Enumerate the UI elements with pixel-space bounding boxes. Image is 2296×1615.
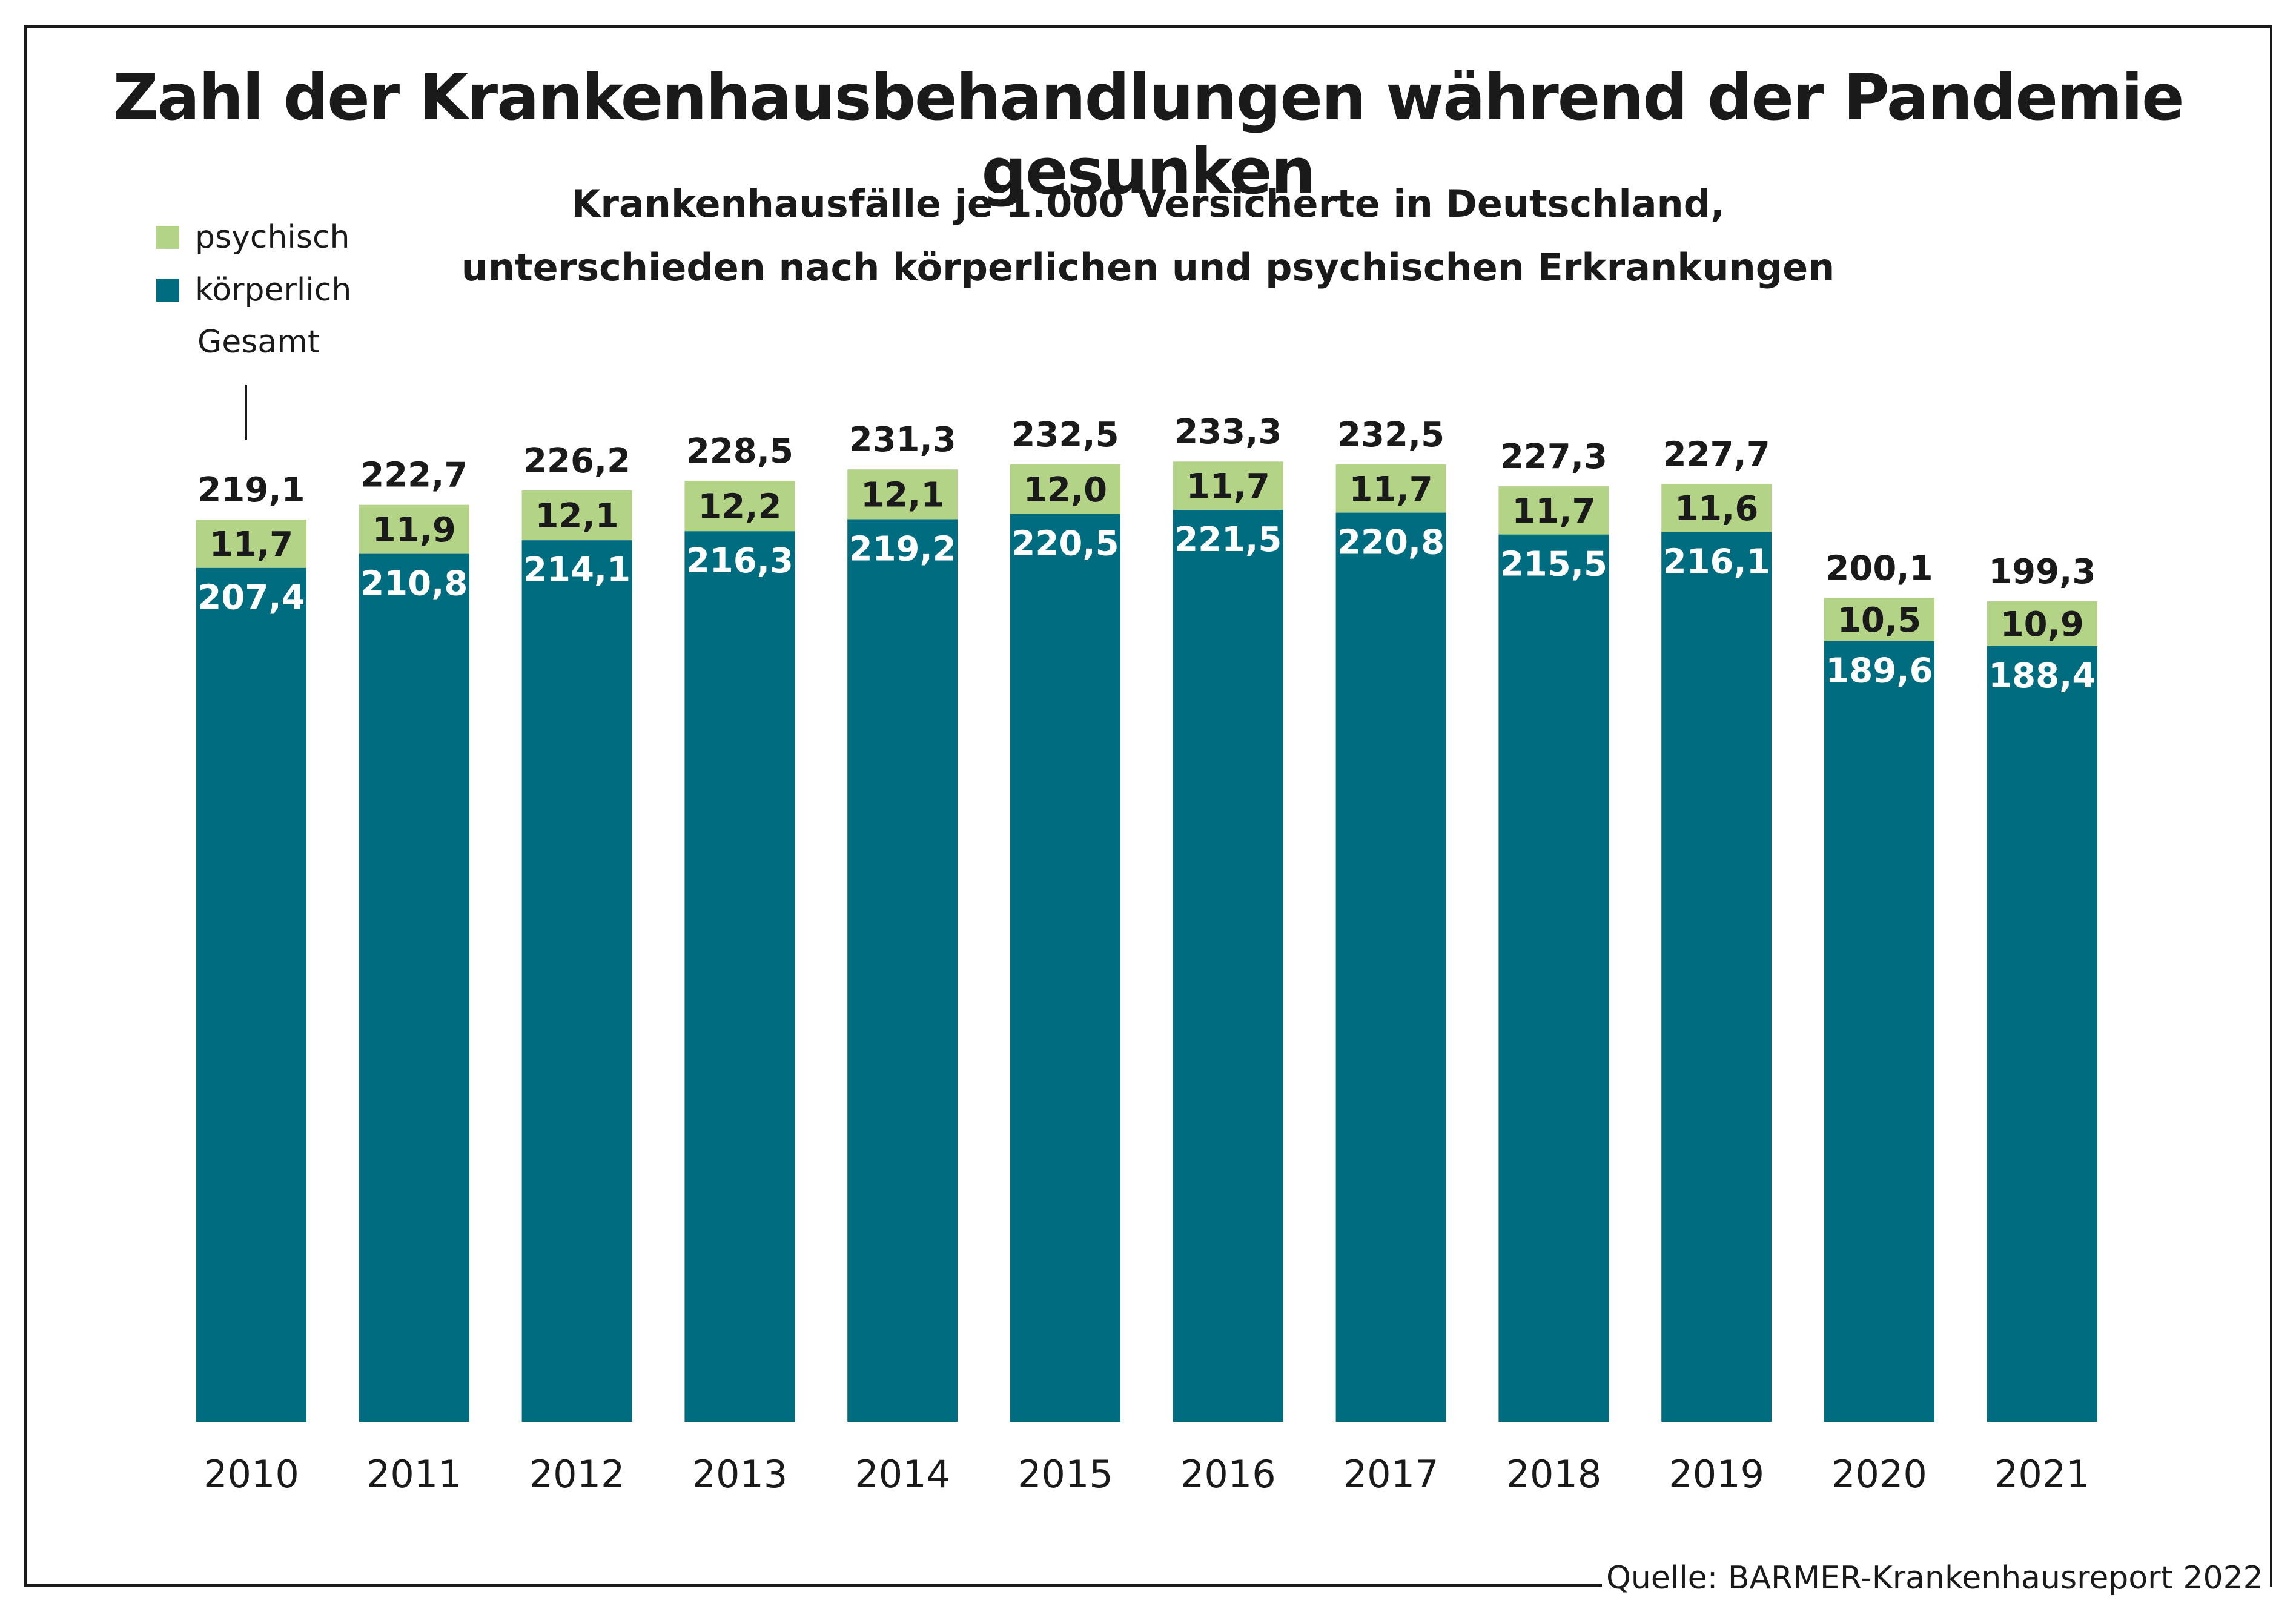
x-tick-2013: 2013 — [692, 1452, 788, 1496]
bar-koerperlich-2015 — [1010, 514, 1120, 1422]
label-koerperlich-2021: 188,4 — [1988, 656, 2096, 696]
label-psychisch-2013: 12,2 — [698, 487, 781, 527]
bar-psychisch-2014 — [847, 469, 958, 520]
label-psychisch-2012: 12,1 — [535, 497, 619, 536]
label-psychisch-2018: 11,7 — [1512, 492, 1595, 531]
x-tick-2020: 2020 — [1831, 1452, 1927, 1496]
label-total-2012: 226,2 — [523, 441, 630, 481]
chart-frame — [24, 25, 2272, 1587]
label-koerperlich-2017: 220,8 — [1337, 523, 1444, 563]
x-tick-2010: 2010 — [203, 1452, 299, 1496]
label-koerperlich-2010: 207,4 — [197, 578, 305, 618]
legend-label-gesamt: Gesamt — [197, 324, 320, 360]
label-koerperlich-2013: 216,3 — [686, 541, 793, 581]
frame-bottom-rule — [24, 1584, 1602, 1587]
label-psychisch-2020: 10,5 — [1838, 601, 1921, 640]
label-total-2021: 199,3 — [1988, 552, 2096, 592]
label-total-2011: 222,7 — [360, 456, 468, 495]
legend-item-psychisch: psychisch — [156, 219, 350, 256]
bar-psychisch-2021 — [1987, 601, 2097, 646]
bar-koerperlich-2017 — [1335, 512, 1446, 1422]
x-tick-2014: 2014 — [855, 1452, 950, 1496]
label-psychisch-2021: 10,9 — [2000, 605, 2084, 644]
bar-psychisch-2020 — [1824, 598, 1934, 641]
bar-koerperlich-2016 — [1173, 509, 1283, 1422]
bar-koerperlich-2011 — [359, 553, 469, 1422]
label-koerperlich-2016: 221,5 — [1174, 520, 1282, 560]
x-tick-2015: 2015 — [1017, 1452, 1113, 1496]
label-koerperlich-2012: 214,1 — [523, 550, 630, 590]
chart-subtitle-line1: Krankenhausfälle je 1.000 Versicherte in… — [571, 182, 1725, 226]
legend-item-koerperlich: körperlich — [156, 272, 351, 308]
bar-koerperlich-2020 — [1824, 641, 1934, 1422]
label-psychisch-2019: 11,6 — [1675, 489, 1758, 529]
label-total-2020: 200,1 — [1825, 549, 1933, 588]
bar-psychisch-2019 — [1661, 484, 1772, 532]
bar-koerperlich-2013 — [684, 531, 795, 1422]
label-psychisch-2011: 11,9 — [372, 510, 456, 550]
label-koerperlich-2020: 189,6 — [1825, 652, 1933, 691]
legend-label-koerperlich: körperlich — [195, 272, 352, 308]
legend-swatch-koerperlich — [156, 279, 179, 302]
source-note: Quelle: BARMER-Krankenhausreport 2022 — [1606, 1560, 2263, 1596]
chart-subtitle-line2: unterschieden nach körperlichen und psyc… — [461, 245, 1835, 289]
bar-koerperlich-2018 — [1498, 534, 1609, 1422]
x-tick-2011: 2011 — [366, 1452, 462, 1496]
bar-koerperlich-2014 — [847, 519, 958, 1422]
label-total-2015: 232,5 — [1011, 415, 1119, 455]
label-psychisch-2016: 11,7 — [1186, 467, 1270, 506]
label-koerperlich-2019: 216,1 — [1663, 543, 1770, 582]
label-total-2019: 227,7 — [1663, 435, 1770, 475]
x-tick-2016: 2016 — [1180, 1452, 1276, 1496]
x-tick-2017: 2017 — [1343, 1452, 1439, 1496]
label-psychisch-2010: 11,7 — [210, 525, 293, 564]
bar-psychisch-2012 — [521, 490, 632, 541]
bar-koerperlich-2019 — [1661, 532, 1772, 1422]
bar-koerperlich-2021 — [1987, 646, 2097, 1422]
legend-gesamt-pointer — [245, 385, 247, 440]
label-total-2018: 227,3 — [1500, 437, 1607, 477]
chart-title: Zahl der Krankenhausbehandlungen während… — [113, 61, 2184, 208]
bar-psychisch-2017 — [1335, 464, 1446, 513]
label-total-2013: 228,5 — [686, 432, 793, 471]
bar-koerperlich-2012 — [521, 540, 632, 1422]
label-total-2014: 231,3 — [849, 420, 956, 460]
label-koerperlich-2014: 219,2 — [849, 529, 956, 569]
label-total-2010: 219,1 — [197, 471, 305, 510]
bar-psychisch-2011 — [359, 504, 469, 554]
x-tick-2021: 2021 — [1994, 1452, 2090, 1496]
label-koerperlich-2018: 215,5 — [1500, 545, 1607, 584]
x-tick-2018: 2018 — [1506, 1452, 1602, 1496]
label-koerperlich-2011: 210,8 — [360, 564, 468, 604]
bar-psychisch-2016 — [1173, 461, 1283, 510]
label-psychisch-2017: 11,7 — [1349, 470, 1433, 509]
bar-psychisch-2015 — [1010, 464, 1120, 514]
label-koerperlich-2015: 220,5 — [1011, 524, 1119, 564]
label-total-2017: 232,5 — [1337, 415, 1444, 455]
legend-swatch-psychisch — [156, 226, 179, 249]
x-tick-2012: 2012 — [529, 1452, 625, 1496]
legend-label-psychisch: psychisch — [195, 219, 350, 256]
label-psychisch-2014: 12,1 — [861, 475, 944, 515]
label-total-2016: 233,3 — [1174, 412, 1282, 452]
x-tick-2019: 2019 — [1669, 1452, 1764, 1496]
bar-koerperlich-2010 — [196, 567, 306, 1422]
bar-psychisch-2010 — [196, 520, 306, 568]
label-psychisch-2015: 12,0 — [1024, 471, 1107, 510]
bar-psychisch-2018 — [1498, 486, 1609, 535]
bar-psychisch-2013 — [684, 481, 795, 532]
